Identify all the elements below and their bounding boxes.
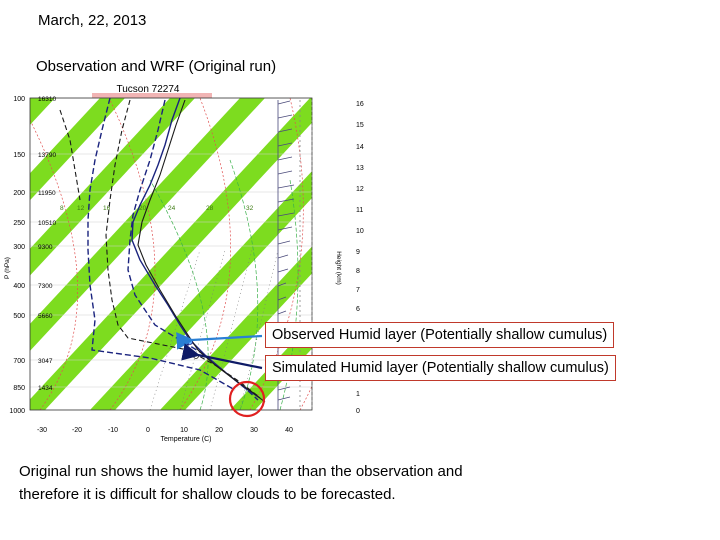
svg-text:-10: -10 <box>108 427 118 434</box>
temperature-tick-labels: -30 -20 -10 0 10 20 30 40 <box>37 427 293 434</box>
simulated-layer-marker <box>193 353 199 359</box>
svg-text:-20: -20 <box>72 427 82 434</box>
svg-text:500: 500 <box>13 313 25 320</box>
svg-text:40: 40 <box>285 427 293 434</box>
svg-text:10510: 10510 <box>38 220 56 227</box>
wind-barbs <box>277 100 313 410</box>
mixing-ratio-labels: 8 12 16 20 24 28 32 <box>60 205 254 212</box>
svg-text:13: 13 <box>356 165 364 172</box>
svg-text:1434: 1434 <box>38 385 53 392</box>
height-tick-labels: 16310 13790 11950 10510 9300 7300 5660 3… <box>38 96 56 392</box>
svg-text:850: 850 <box>13 385 25 392</box>
svg-text:1: 1 <box>356 391 360 398</box>
svg-text:24: 24 <box>168 205 176 212</box>
svg-text:13790: 13790 <box>38 152 56 159</box>
svg-text:32: 32 <box>246 205 254 212</box>
svg-text:100: 100 <box>13 96 25 103</box>
plot-frame <box>29 97 313 411</box>
svg-text:11: 11 <box>356 207 363 214</box>
svg-text:9300: 9300 <box>38 244 53 251</box>
observed-sounding <box>87 98 261 401</box>
station-title: Tucson 72274 <box>116 84 179 95</box>
observed-layer-marker <box>187 339 193 345</box>
surface-highlight-circle <box>228 380 266 418</box>
svg-text:150: 150 <box>13 152 25 159</box>
conclusion-text: Original run shows the humid layer, lowe… <box>19 463 463 503</box>
svg-text:12: 12 <box>356 186 364 193</box>
observed-humid-layer-callout: Observed Humid layer (Potentially shallo… <box>265 322 615 348</box>
svg-text:-30: -30 <box>37 427 47 434</box>
moist-adiabats <box>149 159 299 410</box>
header-strip <box>92 93 212 98</box>
svg-text:0: 0 <box>146 427 150 434</box>
svg-text:11950: 11950 <box>38 190 56 197</box>
svg-text:15: 15 <box>356 122 364 129</box>
y-axis-label: P (hPa) <box>4 257 11 279</box>
svg-text:12: 12 <box>77 205 85 212</box>
km-tick-labels: 16 15 14 13 12 11 10 9 8 7 6 1 0 <box>356 101 364 415</box>
pressure-tick-labels: 100 150 200 250 300 400 500 700 850 1000 <box>9 96 25 415</box>
svg-text:14: 14 <box>356 144 364 151</box>
observed-arrow <box>176 332 263 350</box>
svg-text:300: 300 <box>13 244 25 251</box>
svg-text:1000: 1000 <box>9 408 25 415</box>
svg-text:250: 250 <box>13 220 25 227</box>
svg-text:8: 8 <box>60 205 64 212</box>
x-axis-label: Temperature (C) <box>161 436 212 443</box>
svg-text:30: 30 <box>250 427 258 434</box>
svg-text:400: 400 <box>13 283 25 290</box>
svg-text:9: 9 <box>356 249 360 256</box>
simulated-humid-layer-callout: Simulated Humid layer (Potentially shall… <box>265 355 616 381</box>
slide-subtitle: Observation and WRF (Original run) <box>36 58 277 75</box>
svg-text:16310: 16310 <box>38 96 56 103</box>
svg-text:700: 700 <box>13 358 25 365</box>
svg-text:20: 20 <box>139 205 147 212</box>
svg-text:7: 7 <box>356 287 360 294</box>
svg-text:0: 0 <box>356 408 360 415</box>
svg-text:6: 6 <box>356 306 360 313</box>
simulated-sounding <box>59 99 266 403</box>
svg-text:200: 200 <box>13 190 25 197</box>
svg-text:16: 16 <box>103 205 111 212</box>
svg-text:10: 10 <box>356 228 364 235</box>
svg-text:16: 16 <box>356 101 364 108</box>
svg-text:8: 8 <box>356 268 360 275</box>
svg-text:10: 10 <box>180 427 188 434</box>
svg-text:20: 20 <box>215 427 223 434</box>
svg-text:7300: 7300 <box>38 283 53 290</box>
svg-text:28: 28 <box>206 205 214 212</box>
svg-text:5660: 5660 <box>38 313 53 320</box>
simulated-arrow <box>181 343 263 370</box>
slide-date: March, 22, 2013 <box>38 12 147 29</box>
right-axis-label: Height (km) <box>335 251 342 285</box>
svg-text:3047: 3047 <box>38 358 53 365</box>
